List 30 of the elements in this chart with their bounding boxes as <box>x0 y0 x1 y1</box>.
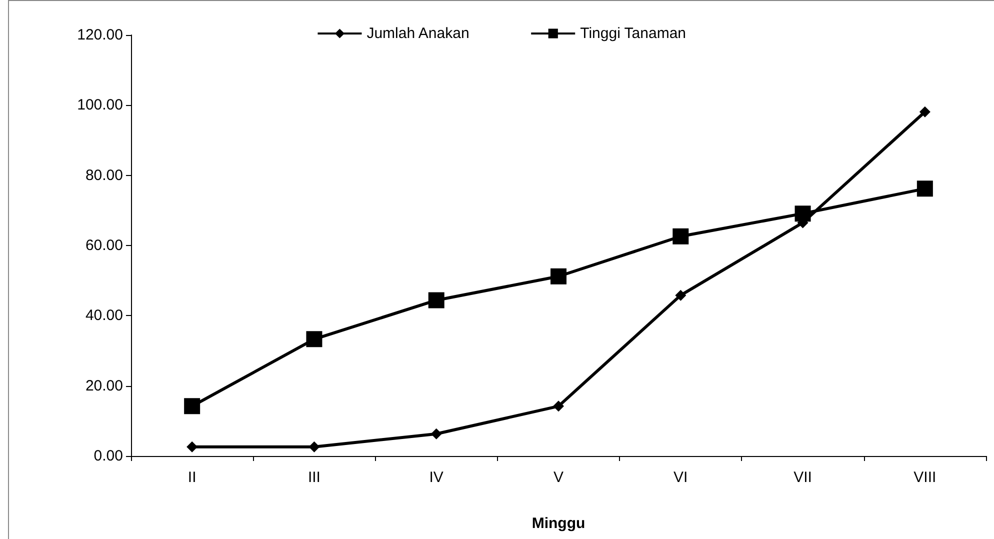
point <box>428 292 444 308</box>
x-tick-label: VI <box>674 469 688 486</box>
point <box>916 180 933 197</box>
point <box>308 441 320 452</box>
x-tick-label: VIII <box>914 469 936 486</box>
y-tick-label: 60.00 <box>85 237 123 254</box>
y-tick-label: 0.00 <box>94 448 123 464</box>
y-tick-label: 120.00 <box>77 26 123 44</box>
y-tick-label: 80.00 <box>85 166 123 184</box>
legend-label: Jumlah Anakan <box>366 25 470 42</box>
legend-label: Tinggi Tanaman <box>580 25 686 42</box>
point <box>186 441 198 452</box>
x-tick-label: IV <box>429 469 444 486</box>
point <box>672 228 689 244</box>
point <box>430 428 442 440</box>
x-tick-label: VII <box>794 469 812 486</box>
x-tick-label: II <box>188 469 196 486</box>
point <box>553 400 564 412</box>
point <box>919 106 930 118</box>
y-tick-label: 20.00 <box>85 377 123 394</box>
point <box>550 268 566 284</box>
y-tick-label: 40.00 <box>85 307 123 324</box>
x-tick-label: III <box>308 469 320 486</box>
point <box>184 398 200 414</box>
x-axis-title: Minggu <box>532 515 586 532</box>
x-tick-label: V <box>553 469 564 486</box>
y-tick-label: 100.00 <box>77 96 123 114</box>
point <box>306 331 322 348</box>
point <box>794 206 811 222</box>
point <box>675 290 686 301</box>
